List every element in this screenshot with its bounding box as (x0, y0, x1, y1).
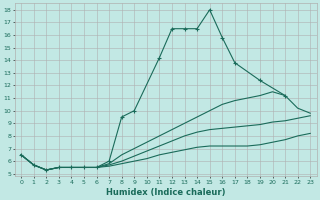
X-axis label: Humidex (Indice chaleur): Humidex (Indice chaleur) (106, 188, 225, 197)
